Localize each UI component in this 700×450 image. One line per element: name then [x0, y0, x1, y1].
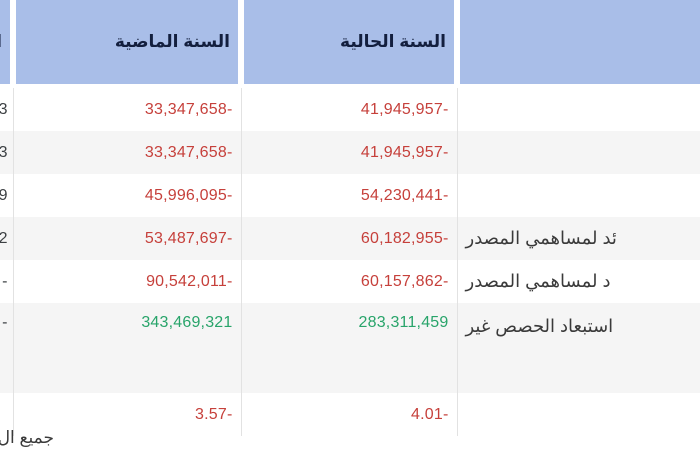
change-partial-value: 3 — [0, 100, 8, 118]
current-year-value-cell: 60,182,955- — [240, 217, 457, 260]
previous-year-value: 53,487,697- — [144, 229, 233, 247]
previous-year-value-cell: 3.57- — [12, 393, 241, 436]
previous-year-value-cell: 33,347,658- — [12, 131, 241, 174]
change-partial-value: 9 — [0, 186, 8, 204]
current-year-value-cell: 54,230,441- — [240, 174, 457, 217]
previous-year-value: 90,542,011- — [146, 272, 233, 290]
column-header-change-partial: ا — [0, 0, 13, 88]
change-partial-cell: 3 — [0, 86, 13, 131]
current-year-value-cell: 4.01- — [240, 393, 457, 436]
column-header-row-label — [454, 0, 700, 88]
previous-year-value: 33,347,658- — [144, 100, 233, 118]
table-header-row: السنة الحالية السنة الماضية ا — [0, 0, 700, 88]
current-year-value-cell: 60,157,862- — [240, 260, 457, 303]
row-label-cell: استبعاد الحصص غير — [456, 303, 700, 393]
row-label-cell — [456, 131, 700, 174]
current-year-value: 41,945,957- — [360, 100, 449, 118]
row-label-cell — [456, 393, 700, 436]
previous-year-value: 33,347,658- — [144, 143, 233, 161]
financial-comparison-table: السنة الحالية السنة الماضية ا 41,945,957… — [0, 0, 700, 436]
change-partial-value: - — [2, 314, 8, 331]
change-partial-value: 3 — [0, 143, 8, 161]
table-row: 41,945,957- 33,347,658- 3 — [0, 131, 700, 174]
change-partial-cell: 3 — [0, 131, 13, 174]
row-label-cell: د لمساهمي المصدر — [456, 260, 700, 303]
change-partial-value: 2 — [0, 229, 8, 247]
previous-year-value: 45,996,095- — [144, 186, 233, 204]
row-label-cell — [456, 174, 700, 217]
current-year-value-cell: 41,945,957- — [240, 86, 457, 131]
change-partial-cell: 9 — [0, 174, 13, 217]
change-partial-cell: 2 — [0, 217, 13, 260]
current-year-value: 4.01- — [411, 405, 449, 423]
row-label-cell — [456, 86, 700, 131]
table-row: 54,230,441- 45,996,095- 9 — [0, 174, 700, 217]
previous-year-value: 343,469,321 — [141, 314, 233, 331]
previous-year-value-cell: 343,469,321 — [12, 303, 241, 393]
change-partial-cell: - — [0, 260, 13, 303]
current-year-value: 60,182,955- — [360, 229, 449, 247]
table-row: استبعاد الحصص غير 283,311,459 343,469,32… — [0, 303, 700, 393]
current-year-value-cell: 41,945,957- — [240, 131, 457, 174]
previous-year-value-cell: 53,487,697- — [12, 217, 241, 260]
current-year-value: 60,157,862- — [360, 272, 449, 290]
change-partial-value: - — [2, 272, 8, 290]
change-partial-cell: - — [0, 303, 13, 393]
table-row: د لمساهمي المصدر 60,157,862- 90,542,011-… — [0, 260, 700, 303]
current-year-value-cell: 283,311,459 — [240, 303, 457, 393]
table-row: 4.01- 3.57- — [0, 393, 700, 436]
current-year-value: 283,311,459 — [358, 314, 449, 331]
column-header-current-year: السنة الحالية — [238, 0, 457, 88]
column-header-previous-year: السنة الماضية — [10, 0, 241, 88]
change-partial-cell — [0, 393, 13, 436]
current-year-value: 54,230,441- — [360, 186, 449, 204]
previous-year-value: 3.57- — [195, 405, 233, 423]
previous-year-value-cell: 45,996,095- — [12, 174, 241, 217]
previous-year-value-cell: 90,542,011- — [12, 260, 241, 303]
table-row: ئد لمساهمي المصدر 60,182,955- 53,487,697… — [0, 217, 700, 260]
table-footnote: جميع ال — [0, 428, 54, 447]
current-year-value: 41,945,957- — [360, 143, 449, 161]
row-label-cell: ئد لمساهمي المصدر — [456, 217, 700, 260]
previous-year-value-cell: 33,347,658- — [12, 86, 241, 131]
table-row: 41,945,957- 33,347,658- 3 — [0, 86, 700, 131]
